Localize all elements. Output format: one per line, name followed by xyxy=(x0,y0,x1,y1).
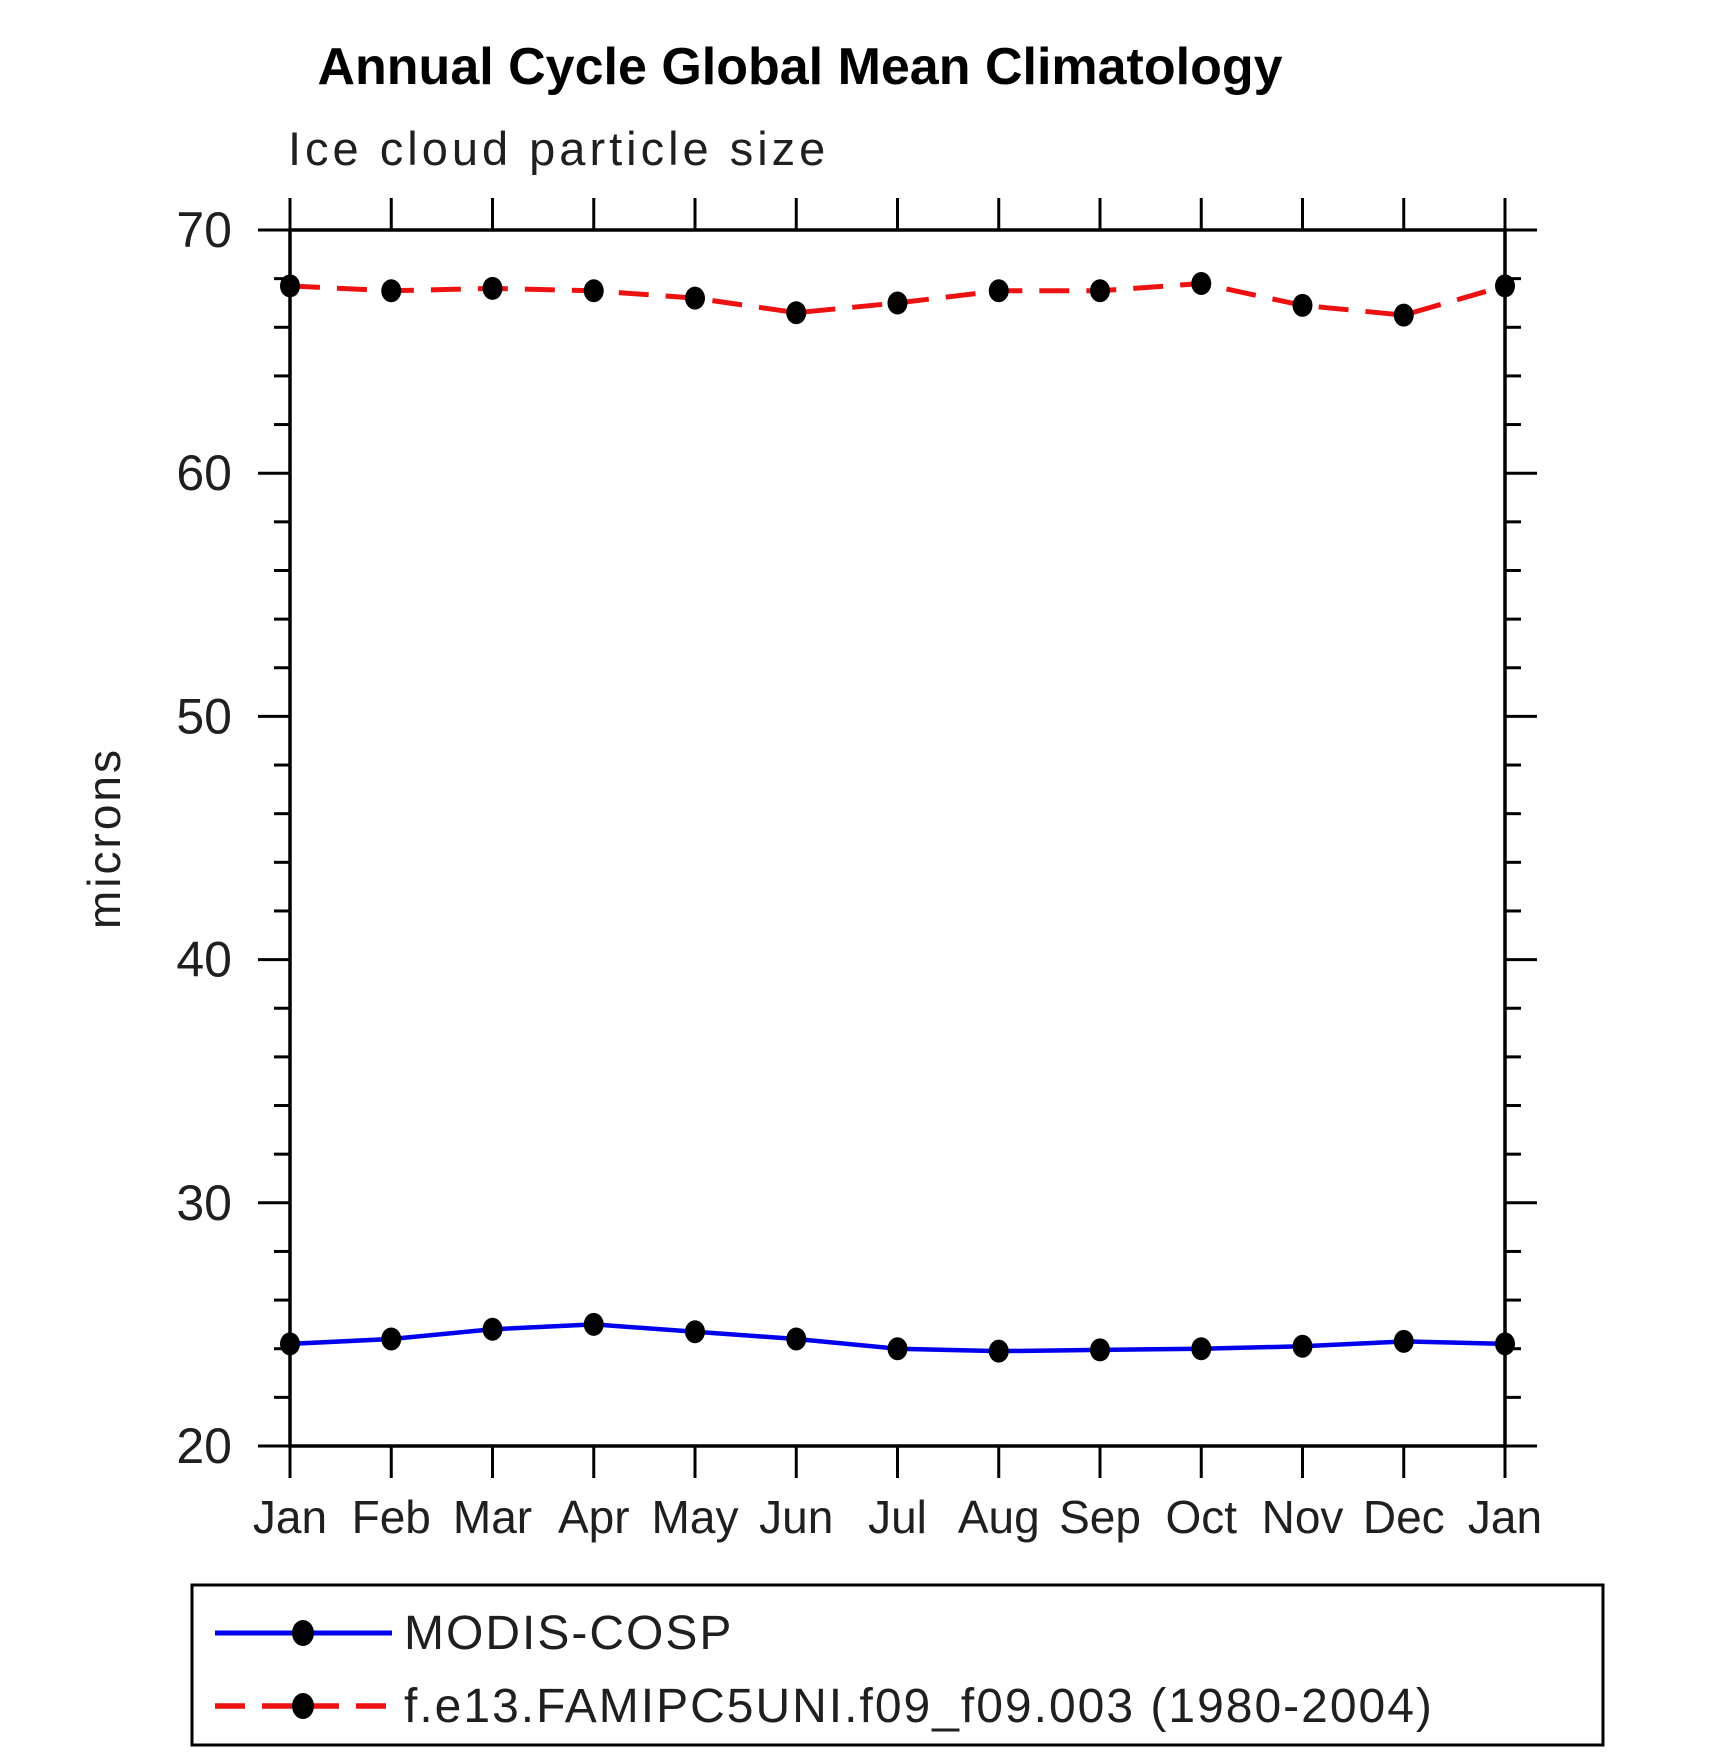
data-point-marker xyxy=(1495,1332,1515,1356)
legend-marker-1 xyxy=(292,1693,314,1719)
legend-marker-0 xyxy=(292,1620,314,1646)
data-point-marker xyxy=(1292,1334,1313,1358)
x-axis-tick-label: Apr xyxy=(558,1491,630,1543)
x-axis-tick-label: Mar xyxy=(453,1491,532,1543)
y-axis-tick-label: 40 xyxy=(176,932,232,988)
data-point-marker xyxy=(1191,1337,1212,1361)
data-point-marker xyxy=(887,291,908,315)
legend-box xyxy=(190,1583,1605,1747)
data-point-marker xyxy=(786,1327,807,1351)
x-axis-tick-label: Jun xyxy=(759,1491,833,1543)
data-point-marker xyxy=(988,279,1009,303)
y-axis-tick-label: 60 xyxy=(176,445,232,501)
data-point-marker xyxy=(685,1320,705,1344)
y-axis-tick-label: 20 xyxy=(176,1418,232,1474)
x-axis-tick-label: Aug xyxy=(958,1491,1040,1543)
y-axis-tick-label: 30 xyxy=(176,1175,232,1231)
x-axis-tick-label: May xyxy=(652,1491,739,1543)
chart-title: Annual Cycle Global Mean Climatology xyxy=(317,38,1282,96)
data-point-marker xyxy=(1191,272,1212,296)
data-point-marker xyxy=(482,1317,503,1341)
legend-label-0: MODIS-COSP xyxy=(404,1607,733,1660)
data-point-marker xyxy=(381,1327,402,1351)
x-axis-tick-label: Oct xyxy=(1165,1491,1237,1543)
x-axis-tick-label: Sep xyxy=(1059,1491,1141,1543)
data-point-marker xyxy=(685,286,705,310)
data-point-marker xyxy=(482,276,503,300)
data-point-marker xyxy=(381,279,402,303)
x-axis-tick-label: Dec xyxy=(1363,1491,1445,1543)
y-axis-label: microns xyxy=(78,747,130,929)
data-point-marker xyxy=(1292,293,1313,317)
data-point-marker xyxy=(583,279,604,303)
data-point-marker xyxy=(280,1332,300,1356)
x-axis-tick-label: Jan xyxy=(1468,1491,1542,1543)
plot-frame xyxy=(288,228,1507,1448)
data-point-marker xyxy=(1090,279,1110,303)
data-point-marker xyxy=(786,301,807,325)
data-point-marker xyxy=(887,1337,908,1361)
data-point-marker xyxy=(1393,303,1414,327)
chart-subtitle: Ice cloud particle size xyxy=(288,122,829,175)
x-axis-tick-label: Jan xyxy=(253,1491,327,1543)
y-axis-tick-label: 70 xyxy=(176,202,232,258)
x-axis-tick-label: Nov xyxy=(1262,1491,1344,1543)
y-axis-tick-label: 50 xyxy=(176,688,232,744)
x-axis-tick-label: Feb xyxy=(352,1491,431,1543)
data-point-marker xyxy=(583,1312,604,1336)
data-point-marker xyxy=(1393,1329,1414,1353)
data-point-marker xyxy=(1090,1338,1110,1362)
data-point-marker xyxy=(1495,274,1515,298)
data-point-marker xyxy=(280,274,300,298)
x-axis-tick-label: Jul xyxy=(868,1491,927,1543)
data-point-marker xyxy=(988,1339,1009,1363)
legend-label-1: f.e13.FAMIPC5UNI.f09_f09.003 (1980-2004) xyxy=(404,1680,1434,1733)
